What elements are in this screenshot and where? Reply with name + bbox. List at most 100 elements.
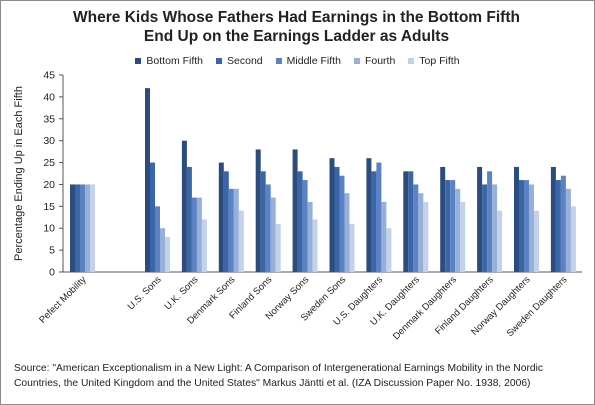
bar-finland-daughters-middle-fifth [487,171,493,272]
legend-label-top-fifth: Top Fifth [419,55,460,67]
legend-label-middle-fifth: Middle Fifth [286,55,341,67]
bar-norway-daughters-bottom-fifth [514,166,519,272]
bar-denmark-daughters-fourth [455,188,461,272]
y-tick-label-5: 5 [49,245,55,257]
bar-norway-daughters-fourth [529,184,534,272]
bar-u-k-sons-fourth [196,197,202,272]
bar-pefect-mobility-bottom-fifth [70,184,75,272]
bar-norway-daughters-middle-fifth [524,180,529,272]
bar-sweden-daughters-fourth [565,188,571,272]
bar-u-s-daughters-middle-fifth [376,162,382,272]
bar-finland-sons-fourth [270,197,276,272]
bar-pefect-mobility-top-fifth [90,184,95,272]
legend-item-second: Second [216,55,263,67]
bar-finland-sons-top-fifth [275,223,281,272]
legend-item-middle-fifth: Middle Fifth [275,55,341,67]
legend-item-bottom-fifth: Bottom Fifth [135,55,203,67]
chart-title-line-1: Where Kids Whose Fathers Had Earnings in… [73,9,520,26]
x-tick-label-u-k-sons: U.K. Sons [162,274,200,312]
bar-sweden-daughters-bottom-fifth [550,166,556,272]
bar-u-k-sons-second [186,166,192,272]
bar-u-k-daughters-top-fifth [423,201,429,272]
x-tick-label-denmark-daughters: Denmark Daughters [391,274,459,342]
bar-u-s-daughters-second [371,171,377,272]
bar-pefect-mobility-second [75,184,80,272]
bar-denmark-daughters-top-fifth [460,201,466,272]
bar-sweden-sons-bottom-fifth [329,158,335,272]
legend-swatch-fourth [353,58,360,64]
y-tick-label-30: 30 [43,135,55,147]
chart-legend: Bottom Fifth Second Middle Fifth Fourth … [0,55,595,67]
y-tick-label-15: 15 [43,201,55,213]
bar-denmark-sons-bottom-fifth [218,162,224,272]
y-tick-label-40: 40 [43,91,55,103]
bar-u-s-daughters-bottom-fifth [366,158,372,272]
bar-sweden-sons-middle-fifth [339,175,345,272]
bar-u-k-sons-top-fifth [201,219,207,272]
bar-denmark-sons-second [223,171,229,272]
chart-title: Where Kids Whose Fathers Had Earnings in… [0,8,593,46]
legend-swatch-middle-fifth [275,58,282,64]
bar-u-k-daughters-bottom-fifth [403,171,409,272]
bar-denmark-daughters-second [445,180,451,272]
bar-norway-daughters-top-fifth [534,210,539,272]
bar-finland-daughters-fourth [492,184,498,272]
bar-u-s-sons-middle-fifth [155,206,160,272]
x-tick-label-pefect-mobility: Pefect Mobility [37,274,89,326]
legend-swatch-top-fifth [408,58,415,64]
bar-u-s-sons-second [150,162,155,272]
bar-u-k-daughters-fourth [418,193,424,272]
bar-sweden-daughters-second [555,180,561,272]
y-tick-label-10: 10 [43,223,55,235]
bar-sweden-sons-second [334,166,340,272]
y-tick-label-0: 0 [49,267,55,279]
bar-denmark-sons-middle-fifth [228,188,234,272]
bar-sweden-sons-top-fifth [349,223,355,272]
bar-u-k-daughters-middle-fifth [413,184,419,272]
bar-pefect-mobility-middle-fifth [80,184,85,272]
bar-denmark-daughters-middle-fifth [450,180,456,272]
legend-label-fourth: Fourth [364,55,396,67]
bar-u-s-daughters-fourth [381,201,387,272]
bar-finland-daughters-second [482,184,488,272]
y-tick-label-45: 45 [43,70,55,82]
bar-denmark-sons-top-fifth [238,210,244,272]
bar-finland-sons-second [260,171,266,272]
y-tick-label-25: 25 [43,157,55,169]
bar-u-s-daughters-top-fifth [386,228,392,272]
bar-norway-sons-top-fifth [312,219,318,272]
bar-finland-daughters-top-fifth [497,210,503,272]
bar-pefect-mobility-fourth [85,184,90,272]
bar-norway-sons-middle-fifth [302,180,308,272]
bar-u-s-sons-bottom-fifth [145,88,150,272]
bar-sweden-daughters-top-fifth [570,206,576,272]
bar-u-s-sons-fourth [160,228,165,272]
bar-u-k-daughters-second [408,171,414,272]
legend-label-bottom-fifth: Bottom Fifth [146,55,204,67]
bar-norway-sons-second [297,171,303,272]
bar-finland-sons-middle-fifth [265,184,271,272]
bar-norway-daughters-second [519,180,524,272]
bar-sweden-daughters-middle-fifth [560,175,566,272]
y-tick-label-20: 20 [43,179,55,191]
legend-label-second: Second [227,55,263,67]
legend-item-fourth: Fourth [353,55,396,67]
legend-swatch-bottom-fifth [135,58,142,64]
x-tick-label-u-s-sons: U.S. Sons [126,274,164,312]
bar-norway-sons-fourth [307,201,313,272]
y-tick-label-35: 35 [43,113,55,125]
bar-finland-daughters-bottom-fifth [477,166,483,272]
source-note: Source: "American Exceptionalism in a Ne… [14,363,544,389]
bar-norway-sons-bottom-fifth [292,149,298,272]
y-axis-label: Percentage Ending Up in Each Fifth [13,86,25,261]
bar-sweden-sons-fourth [344,193,350,272]
bar-u-s-sons-top-fifth [165,236,170,272]
bar-denmark-sons-fourth [233,188,239,272]
legend-item-top-fifth: Top Fifth [408,55,460,67]
bar-u-k-sons-bottom-fifth [181,140,187,272]
bar-denmark-daughters-bottom-fifth [440,166,446,272]
legend-swatch-second [216,58,223,64]
chart-title-line-2: End Up on the Earnings Ladder as Adults [143,28,450,45]
bar-finland-sons-bottom-fifth [255,149,261,272]
